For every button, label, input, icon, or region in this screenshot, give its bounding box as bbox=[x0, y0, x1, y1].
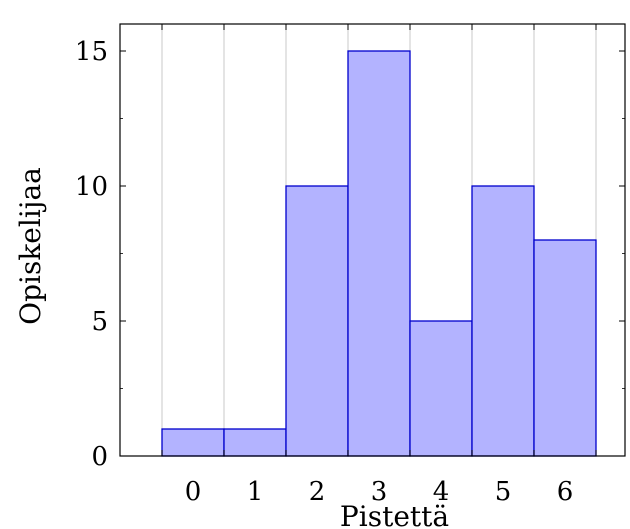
x-tick-label: 6 bbox=[557, 477, 574, 507]
y-tick-label: 0 bbox=[91, 442, 108, 472]
bar-3 bbox=[347, 50, 411, 457]
bar-0 bbox=[161, 428, 225, 457]
x-tick-label: 2 bbox=[309, 477, 326, 507]
x-tick-label: 3 bbox=[371, 477, 388, 507]
y-axis-title: Opiskelijaa bbox=[14, 167, 47, 325]
x-tick-label: 4 bbox=[433, 477, 450, 507]
x-tick-label: 0 bbox=[185, 477, 202, 507]
bar-6 bbox=[533, 239, 597, 457]
plot-frame bbox=[119, 23, 626, 457]
bar-1 bbox=[223, 428, 287, 457]
y-tick-label: 10 bbox=[75, 172, 108, 202]
x-axis-title: Pistettä bbox=[340, 500, 449, 529]
y-tick-label: 5 bbox=[91, 307, 108, 337]
x-tick-label: 1 bbox=[247, 477, 264, 507]
x-tick-label: 5 bbox=[495, 477, 512, 507]
axis-ticks bbox=[120, 24, 625, 457]
bar-2 bbox=[285, 185, 349, 457]
bars bbox=[161, 50, 597, 457]
y-tick-label: 15 bbox=[75, 37, 108, 67]
bar-5 bbox=[471, 185, 535, 457]
bar-4 bbox=[409, 320, 473, 457]
tick-labels: 0 1 2 3 4 5 6 0 5 10 15 bbox=[75, 37, 573, 507]
